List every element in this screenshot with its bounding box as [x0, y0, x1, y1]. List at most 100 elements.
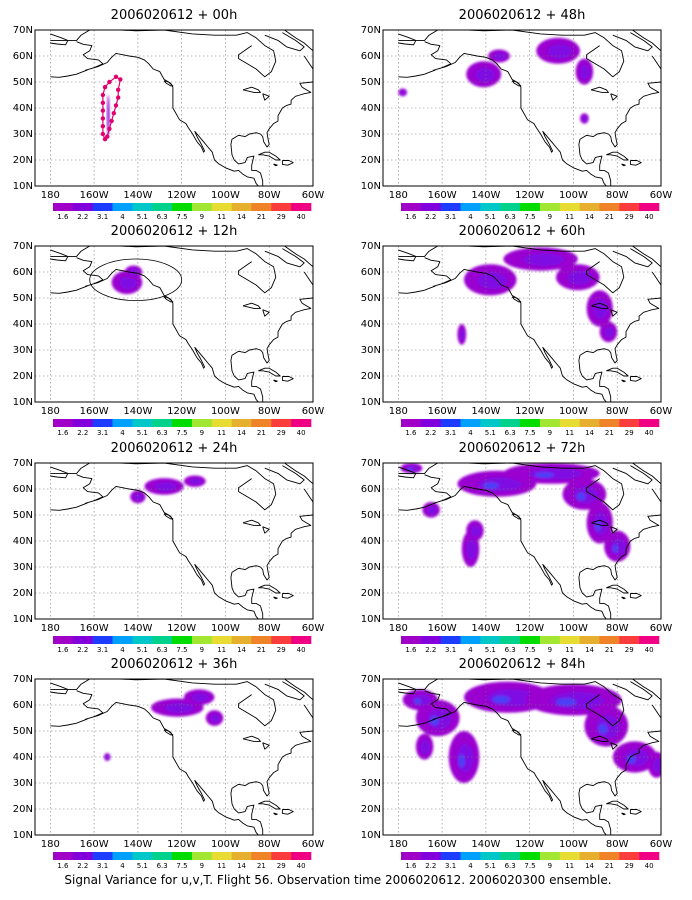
colorbar-level-label: 40 [297, 862, 306, 870]
colorbar-level-label: 1.6 [57, 646, 69, 654]
colorbar-level-label: 21 [257, 646, 266, 654]
colorbar-level-label: 9 [548, 862, 552, 870]
colorbar-swatch [539, 419, 561, 427]
colorbar-level-label: 4 [468, 646, 473, 654]
coastline [610, 526, 618, 534]
lon-tick-label: 120W [167, 406, 196, 417]
coastline [610, 93, 618, 101]
colorbar-swatch [460, 852, 481, 860]
lat-tick-label: 70N [361, 241, 381, 252]
variance-area-core [107, 105, 110, 129]
lat-tick-label: 60N [13, 700, 33, 711]
variance-area-core [134, 493, 143, 501]
variance-area-peak [556, 698, 576, 707]
lon-tick-label: 180 [41, 406, 60, 417]
colorbar-level-label: 3.1 [97, 213, 108, 221]
lat-tick-label: 50N [13, 293, 33, 304]
colorbar-level-label: 1.6 [57, 213, 69, 221]
map-content [383, 30, 661, 186]
lat-tick-label: 70N [361, 25, 381, 36]
lon-tick-label: 140W [471, 623, 500, 634]
colorbar-level-label: 3.1 [97, 429, 108, 437]
colorbar-swatch [291, 636, 312, 644]
lat-tick-label: 70N [361, 458, 381, 469]
lon-tick-label: 180 [389, 406, 408, 417]
lon-tick-label: 80W [606, 406, 629, 417]
coastline [398, 285, 436, 294]
coastline [264, 681, 305, 701]
track-point [111, 111, 117, 116]
lat-tick-label: 10N [13, 830, 33, 841]
colorbar-level-label: 2.2 [425, 646, 436, 654]
lat-tick-label: 10N [361, 830, 381, 841]
colorbar-level-label: 29 [277, 646, 286, 654]
colorbar-level-label: 6.3 [157, 213, 168, 221]
lat-tick-label: 60N [13, 51, 33, 62]
coastline [163, 80, 174, 87]
colorbar-swatch [271, 852, 292, 860]
coastlines [398, 30, 661, 186]
lat-tick-label: 10N [13, 181, 33, 192]
coastline [50, 249, 69, 262]
panel-title: 2006020612 + 00h [111, 8, 238, 23]
lon-tick-label: 140W [123, 623, 152, 634]
colorbar-level-label: 29 [625, 862, 634, 870]
lon-tick-label: 120W [515, 623, 544, 634]
map-panel: 2006020612 + 12h 10N 20N 30N 40N 50N 60N 70N 180… [13, 224, 325, 437]
colorbar-swatch [72, 852, 93, 860]
colorbar-level-label: 6.3 [505, 213, 516, 221]
coastline [606, 367, 629, 377]
colorbar-level-label: 29 [277, 429, 286, 437]
coastline [398, 679, 625, 727]
colorbar-swatch [579, 203, 600, 211]
colorbar-level-label: 4 [120, 646, 125, 654]
colorbar-level-label: 7.5 [176, 213, 187, 221]
coastlines [50, 463, 313, 619]
colorbar-swatch [440, 852, 461, 860]
lon-tick-label: 140W [471, 406, 500, 417]
coastline [578, 271, 661, 402]
colorbar-swatch [92, 203, 113, 211]
observation-track [100, 74, 123, 142]
coastline [629, 376, 642, 382]
variance-area-core [466, 539, 477, 560]
colorbar-swatch [401, 636, 422, 644]
coastlines [50, 30, 313, 186]
figure-caption: Signal Variance for u,v,T. Flight 56. Ob… [64, 873, 611, 887]
panel-title: 2006020612 + 84h [459, 657, 586, 672]
variance-area-peak [483, 482, 499, 489]
colorbar-swatch [172, 852, 193, 860]
coastline [612, 681, 653, 701]
lat-tick-label: 50N [13, 510, 33, 521]
colorbar-swatch [191, 419, 213, 427]
colorbar-level-label: 5.1 [137, 646, 148, 654]
track-point [113, 74, 119, 80]
lon-tick-label: 80W [606, 190, 629, 201]
map-panel: 2006020612 + 72h 10N 20N 30N 40N 50N 60N 70N 180… [361, 441, 673, 654]
coastline [590, 86, 609, 93]
lon-tick-label: 60W [302, 623, 325, 634]
lat-tick-label: 40N [13, 319, 33, 330]
lon-tick-label: 100W [559, 406, 588, 417]
colorbar-swatch [53, 419, 74, 427]
lon-tick-label: 100W [211, 623, 240, 634]
lon-tick-label: 60W [650, 406, 673, 417]
coastline [629, 593, 642, 599]
colorbar-level-label: 2.2 [77, 862, 88, 870]
colorbar-level-label: 6.3 [505, 646, 516, 654]
colorbar-swatch [132, 419, 153, 427]
lon-tick-label: 60W [302, 839, 325, 850]
lon-tick-label: 180 [389, 190, 408, 201]
colorbar-swatch [53, 636, 74, 644]
colorbar-level-label: 9 [548, 429, 552, 437]
colorbar-swatch [231, 419, 252, 427]
coastline [398, 502, 436, 511]
colorbar-level-label: 1.6 [57, 429, 69, 437]
colorbar-level-label: 3.1 [97, 862, 108, 870]
colorbar-level-label: 40 [297, 429, 306, 437]
lat-tick-label: 40N [13, 103, 33, 114]
variance-area-peak [414, 698, 422, 704]
colorbar-level-label: 2.2 [425, 862, 436, 870]
coastline [578, 704, 661, 835]
lat-tick-label: 30N [13, 345, 33, 356]
